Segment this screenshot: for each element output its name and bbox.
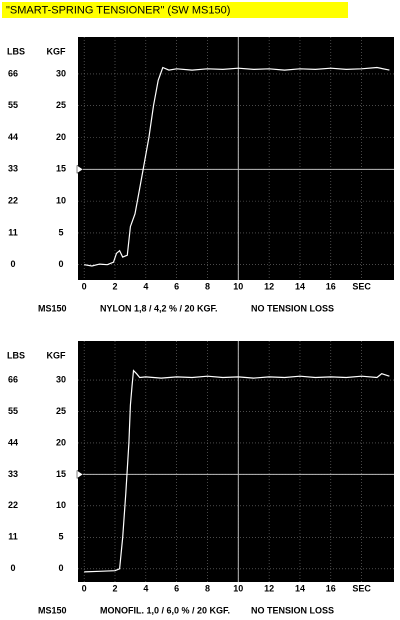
- x-tick-label: 10: [233, 281, 243, 291]
- y2-tick-label: 66: [8, 374, 18, 384]
- y2-tick-label: 22: [8, 195, 18, 205]
- y-axis-label: KGF: [47, 350, 67, 360]
- x-tick-label: SEC: [352, 281, 371, 291]
- plot-area: [78, 341, 394, 582]
- x-tick-label: SEC: [352, 583, 371, 593]
- plot-area: [78, 37, 394, 280]
- y-tick-label: 15: [56, 469, 66, 479]
- y-tick-label: 30: [56, 68, 66, 78]
- x-tick-label: 4: [143, 583, 148, 593]
- result-annotation: NO TENSION LOSS: [251, 303, 334, 313]
- model-label: MS150: [38, 605, 67, 615]
- y-tick-label: 5: [58, 532, 63, 542]
- y2-tick-label: 22: [8, 500, 18, 510]
- test-note: NYLON 1,8 / 4,2 % / 20 KGF.: [100, 303, 218, 313]
- trace: [84, 66, 390, 267]
- y-tick-label: 5: [58, 227, 63, 237]
- x-tick-label: 6: [174, 583, 179, 593]
- x-tick-label: 16: [326, 281, 336, 291]
- level-marker: [76, 164, 84, 174]
- y-tick-label: 0: [58, 563, 63, 573]
- y-tick-label: 25: [56, 100, 66, 110]
- y-tick-label: 25: [56, 406, 66, 416]
- y2-tick-label: 66: [8, 68, 18, 78]
- y-tick-label: 10: [56, 195, 66, 205]
- y2-tick-label: 11: [8, 532, 18, 542]
- x-tick-label: 2: [112, 583, 117, 593]
- y2-tick-label: 55: [8, 406, 18, 416]
- y2-tick-label: 33: [8, 469, 18, 479]
- y-tick-label: 10: [56, 500, 66, 510]
- x-tick-label: 4: [143, 281, 148, 291]
- level-marker: [76, 469, 84, 479]
- x-tick-label: 14: [295, 281, 305, 291]
- x-tick-label: 14: [295, 583, 305, 593]
- y-tick-label: 15: [56, 164, 66, 174]
- y2-axis-label: LBS: [7, 350, 25, 360]
- y-tick-label: 0: [58, 259, 63, 269]
- x-tick-label: 8: [205, 281, 210, 291]
- y2-tick-label: 33: [8, 164, 18, 174]
- y2-tick-label: 55: [8, 100, 18, 110]
- y-tick-label: 30: [56, 374, 66, 384]
- x-tick-label: 10: [233, 583, 243, 593]
- y2-tick-label: 44: [8, 437, 18, 447]
- x-tick-label: 2: [112, 281, 117, 291]
- y-tick-label: 20: [56, 437, 66, 447]
- result-annotation: NO TENSION LOSS: [251, 605, 334, 615]
- test-note: MONOFIL. 1,0 / 6,0 % / 20 KGF.: [100, 605, 230, 615]
- x-tick-label: 6: [174, 281, 179, 291]
- y2-tick-label: 0: [10, 563, 15, 573]
- trace: [84, 369, 390, 573]
- x-tick-label: 12: [264, 281, 274, 291]
- x-tick-label: 16: [326, 583, 336, 593]
- page-title: "SMART-SPRING TENSIONER" (SW MS150): [6, 4, 230, 16]
- y2-tick-label: 11: [8, 227, 18, 237]
- y2-axis-label: LBS: [7, 46, 25, 56]
- title-box: [2, 2, 348, 18]
- y2-tick-label: 44: [8, 132, 18, 142]
- model-label: MS150: [38, 303, 67, 313]
- y-axis-label: KGF: [47, 46, 67, 56]
- x-tick-label: 8: [205, 583, 210, 593]
- x-tick-label: 0: [82, 583, 87, 593]
- y2-tick-label: 0: [10, 259, 15, 269]
- y-tick-label: 20: [56, 132, 66, 142]
- x-tick-label: 12: [264, 583, 274, 593]
- x-tick-label: 0: [82, 281, 87, 291]
